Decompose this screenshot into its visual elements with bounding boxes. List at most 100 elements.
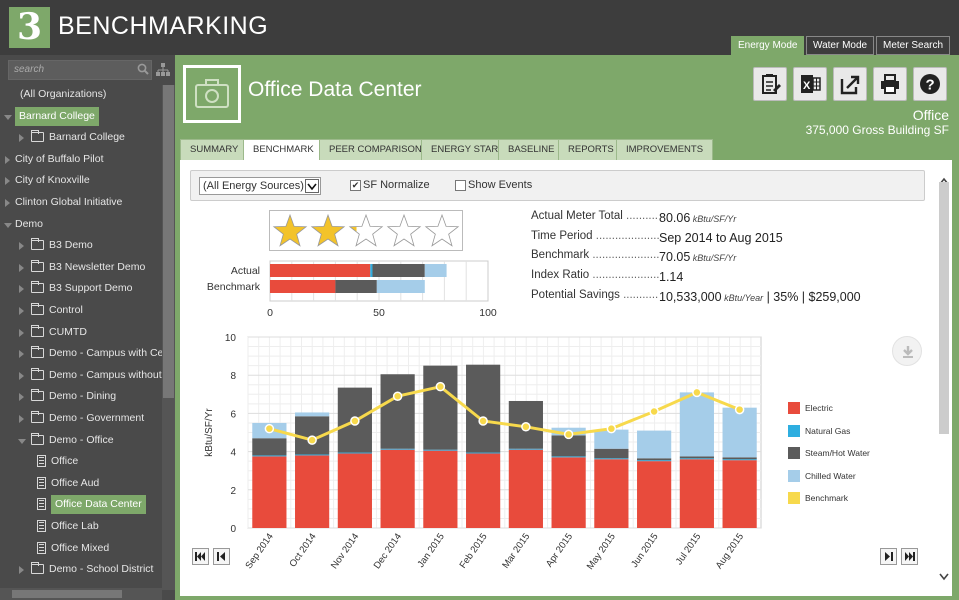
org-chart-icon[interactable] — [156, 63, 170, 76]
sidebar-item[interactable]: Demo - Campus without C — [0, 366, 162, 385]
caret-right-icon[interactable] — [5, 155, 10, 164]
sidebar-horizontal-scrollbar-thumb[interactable] — [12, 590, 122, 598]
sidebar-item[interactable]: Demo - Government — [0, 409, 162, 428]
tab-improvements[interactable]: IMPROVEMENTS — [616, 139, 714, 160]
rating-star-icon — [386, 213, 422, 247]
caret-right-icon[interactable] — [19, 371, 24, 380]
caret-right-icon[interactable] — [19, 328, 24, 337]
sidebar-item[interactable]: Office Data Center — [0, 495, 162, 515]
sidebar-item-label: City of Buffalo Pilot — [15, 152, 104, 165]
caret-right-icon[interactable] — [19, 566, 24, 575]
next-period-button[interactable] — [880, 548, 897, 565]
tab-baseline[interactable]: BASELINE — [498, 139, 565, 160]
folder-icon — [31, 562, 44, 575]
sidebar-item[interactable]: City of Knoxville — [0, 171, 162, 190]
sidebar-item[interactable]: Office Lab — [0, 517, 162, 536]
search-icon[interactable] — [137, 63, 149, 75]
sidebar-scrollbar-thumb[interactable] — [163, 85, 174, 398]
chevron-down-icon[interactable] — [305, 179, 319, 193]
sidebar-item[interactable]: B3 Newsletter Demo — [0, 258, 162, 277]
sidebar-item[interactable]: CUMTD — [0, 323, 162, 342]
sidebar-item[interactable]: Demo - School District — [0, 560, 162, 579]
previous-period-button[interactable] — [213, 548, 230, 565]
sidebar-item[interactable]: (All Organizations) — [0, 85, 162, 104]
sidebar-item[interactable]: B3 Support Demo — [0, 279, 162, 298]
bar-segment — [722, 459, 757, 461]
bar-segment — [637, 460, 672, 462]
x-axis-tick: Oct 2014 — [287, 531, 318, 569]
legend-label: Electric — [805, 403, 833, 413]
sidebar-item[interactable]: Demo - Campus with Cen — [0, 344, 162, 363]
sidebar-item-label: Barnard College — [49, 131, 125, 144]
y-axis-tick: 2 — [230, 486, 236, 497]
sidebar-item[interactable]: Barnard College — [0, 106, 162, 126]
sidebar-item[interactable]: Office — [0, 452, 162, 471]
meter-search-button[interactable]: Meter Search — [876, 36, 951, 55]
building-photo-placeholder[interactable] — [183, 65, 241, 123]
energy-mode-button[interactable]: Energy Mode — [731, 36, 805, 55]
rating-star-icon — [310, 213, 346, 247]
tab-reports[interactable]: REPORTS — [558, 139, 624, 160]
bar-segment — [722, 460, 757, 528]
metric-value: Sep 2014 to Aug 2015 — [659, 230, 783, 245]
b3-logo: 3 — [9, 7, 50, 48]
sidebar-item[interactable]: Office Aud — [0, 474, 162, 493]
main-area: Office Data Center X ? — [175, 55, 959, 600]
bar-segment — [637, 458, 672, 461]
export-arrow-icon — [840, 75, 860, 95]
caret-right-icon[interactable] — [19, 285, 24, 294]
comparison-bar-label: Actual — [231, 265, 260, 277]
caret-right-icon[interactable] — [19, 393, 24, 402]
sidebar-item[interactable]: Demo — [0, 215, 162, 234]
print-button[interactable] — [873, 67, 907, 101]
caret-right-icon[interactable] — [5, 199, 10, 207]
sidebar-item[interactable]: Control — [0, 301, 162, 320]
panel-scrollbar-thumb[interactable] — [939, 182, 949, 434]
sf-normalize-checkbox[interactable]: ✔ — [350, 180, 361, 191]
building-icon — [37, 520, 46, 532]
caret-right-icon[interactable] — [19, 350, 24, 359]
download-chart-button[interactable] — [892, 336, 922, 366]
energy-source-select[interactable]: (All Energy Sources) — [199, 177, 321, 195]
first-period-button[interactable] — [192, 548, 209, 565]
show-events-label: Show Events — [468, 179, 533, 191]
export-excel-button[interactable]: X — [793, 67, 827, 101]
sidebar-item[interactable]: Demo - Office — [0, 431, 162, 450]
share-button[interactable] — [833, 67, 867, 101]
sidebar-item[interactable]: Demo - Dining — [0, 387, 162, 406]
caret-down-icon[interactable] — [4, 114, 12, 120]
caret-down-icon[interactable] — [18, 438, 26, 444]
show-events-checkbox[interactable] — [455, 180, 466, 191]
caret-right-icon[interactable] — [19, 263, 24, 272]
comparison-axis-tick: 100 — [479, 307, 497, 319]
metric-label: Time Period — [531, 230, 659, 242]
sidebar-item-label: Demo - Campus with Cen — [49, 347, 162, 360]
caret-down-icon[interactable] — [4, 222, 12, 228]
rating-star-icon — [348, 213, 384, 247]
caret-right-icon[interactable] — [5, 177, 10, 186]
tab-summary[interactable]: SUMMARY — [180, 139, 249, 160]
svg-text:X: X — [803, 80, 811, 92]
clipboard-icon — [762, 74, 781, 94]
caret-right-icon[interactable] — [19, 415, 24, 423]
sidebar-item[interactable]: B3 Demo — [0, 236, 162, 255]
help-button[interactable]: ? — [913, 67, 947, 101]
caret-right-icon[interactable] — [19, 134, 24, 143]
water-mode-button[interactable]: Water Mode — [806, 36, 875, 55]
tab-peer-comparison[interactable]: PEER COMPARISON — [319, 139, 432, 160]
folder-icon — [31, 389, 44, 402]
tab-energy-star[interactable]: ENERGY STAR — [421, 139, 509, 160]
sidebar-item[interactable]: Office Mixed — [0, 539, 162, 558]
sidebar-item[interactable]: City of Buffalo Pilot — [0, 150, 162, 169]
caret-right-icon[interactable] — [19, 242, 24, 251]
caret-right-icon[interactable] — [19, 307, 24, 315]
report-button[interactable] — [753, 67, 787, 101]
last-period-button[interactable] — [901, 548, 918, 565]
bar-segment — [337, 452, 372, 454]
sidebar-item[interactable]: Barnard College — [0, 128, 162, 147]
tab-benchmark[interactable]: BENCHMARK — [243, 139, 324, 161]
sidebar-item[interactable]: Clinton Global Initiative — [0, 193, 162, 212]
sidebar-item-label: Control — [49, 304, 83, 316]
search-input[interactable]: search — [8, 60, 152, 80]
y-axis-tick: 10 — [225, 333, 237, 344]
